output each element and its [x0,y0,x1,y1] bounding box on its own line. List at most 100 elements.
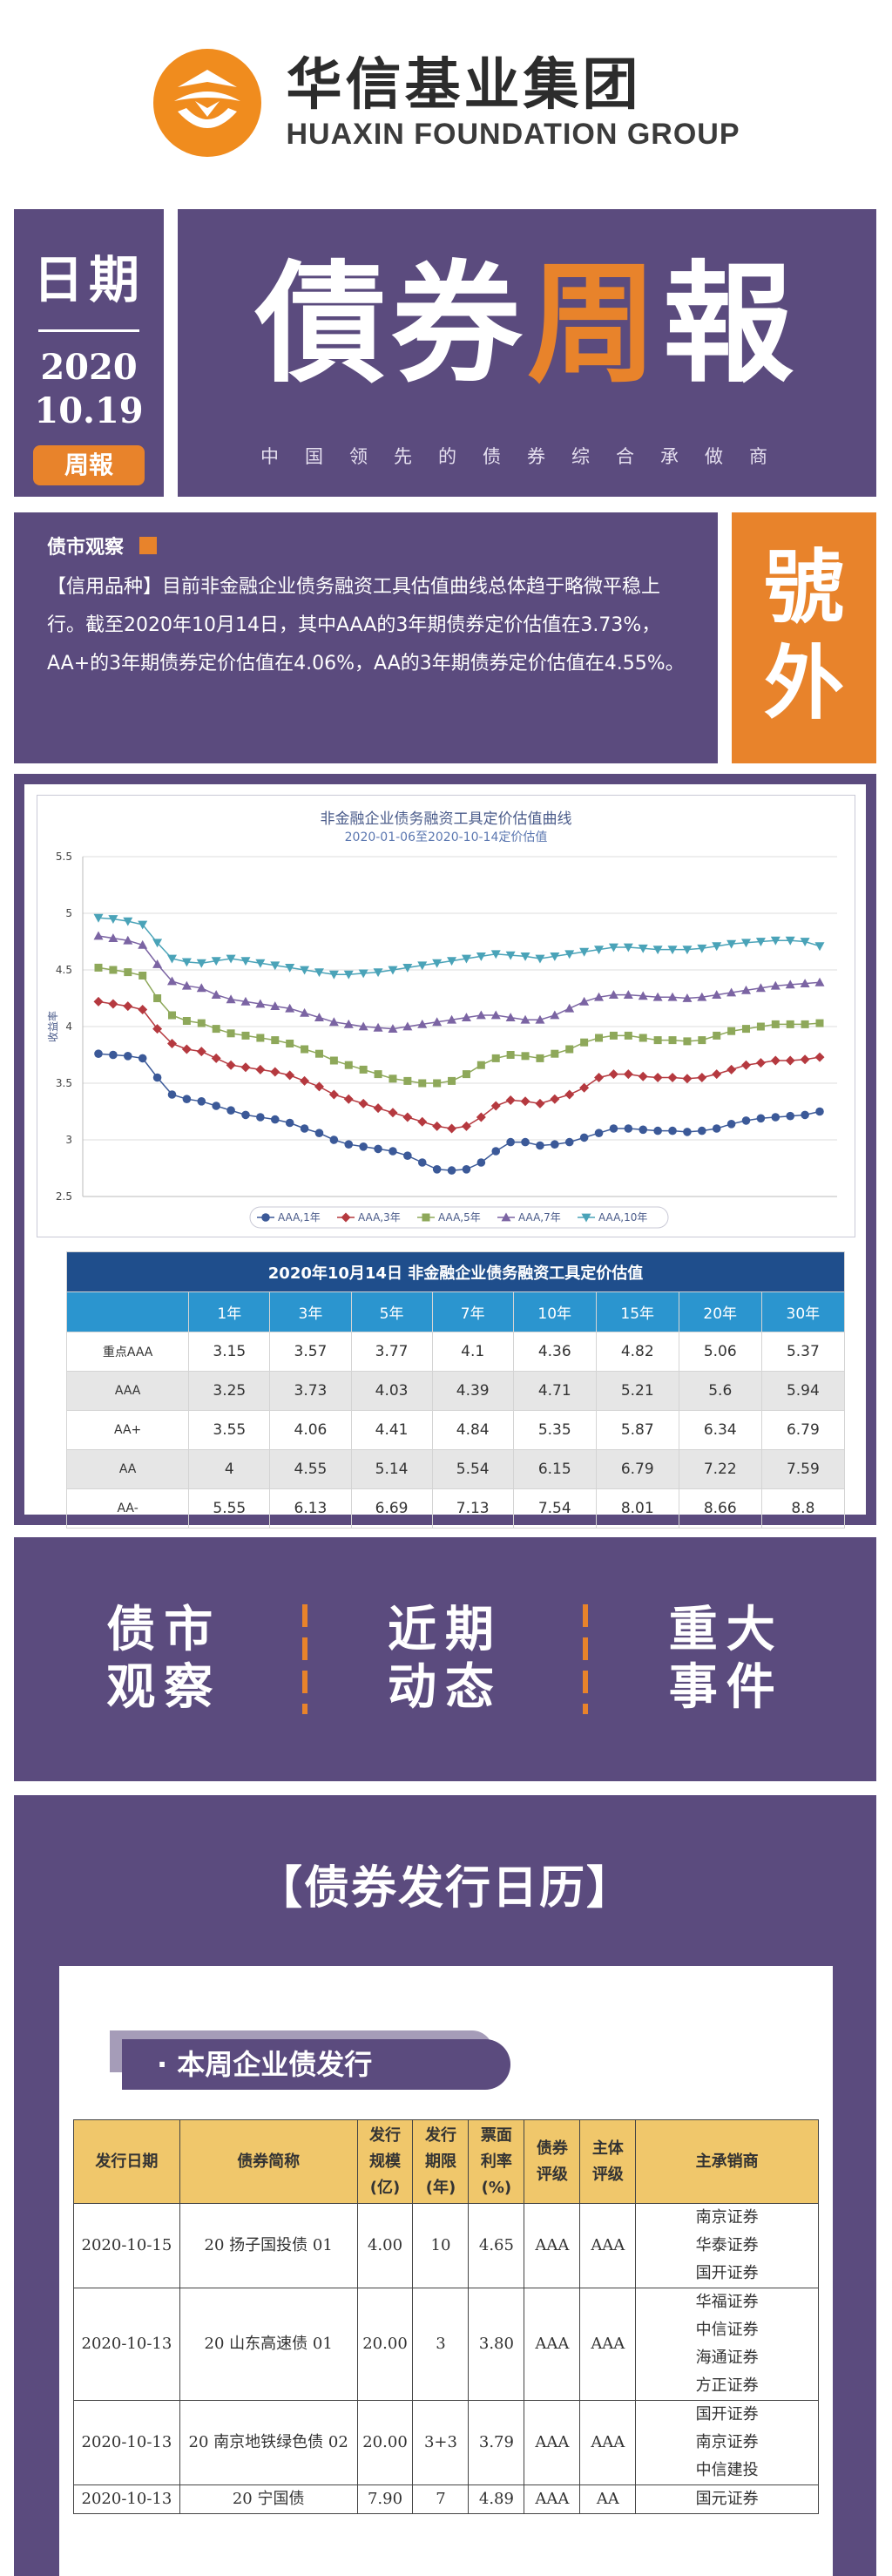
data-point [403,1151,412,1160]
menu-item-recent-news[interactable]: 近期 动态 [387,1602,503,1716]
chart-title: 非金融企业债务融资工具定价估值曲线 [321,810,572,828]
data-point [712,990,722,999]
data-point [579,1082,590,1093]
data-point [152,939,163,948]
data-point [608,1069,618,1080]
issuance-date: 2020-10-13 [73,2484,180,2514]
valuation-rating: 重点AAA [65,1332,190,1372]
data-point [270,961,280,971]
data-point [800,938,810,946]
data-point [564,950,575,959]
title-part-1: 債券 [254,247,527,401]
data-point [726,939,737,949]
data-point [476,1158,486,1167]
valuation-table-header: 1年 3年 5年 7年 10年 15年 20年 30年 [65,1291,846,1332]
data-point [256,1113,265,1122]
data-point [344,1061,353,1069]
issuance-underwriters: 南京证券 华泰证券 国开证券 [635,2203,819,2288]
data-point [432,1165,442,1174]
market-observation: 债市观察 【信用品种】目前非金融企业债务融资工具估值曲线总体趋于略微平稳上行。截… [14,512,718,763]
y-tick-label: 4 [65,1020,72,1033]
data-point [270,1115,280,1124]
data-point [166,954,177,964]
series-line [98,917,821,975]
header-date: 发行日期 [73,2119,180,2204]
underwriter-name: 国开证券 [695,2405,759,2423]
data-point [358,1021,368,1031]
issuance-term: 10 [412,2203,470,2288]
data-point [609,1031,618,1040]
y-tick-label: 5.5 [56,851,72,863]
valuation-cell: 3.73 [269,1371,352,1411]
y-tick-label: 5 [65,907,72,919]
data-point [581,1213,591,1223]
menu-item-major-events[interactable]: 重大 事件 [668,1602,784,1716]
data-point [300,1075,310,1086]
data-point [418,1079,427,1088]
menu-divider [301,1604,307,1714]
valuation-cell: 3.55 [188,1410,271,1450]
data-point [476,1010,486,1020]
data-point [667,946,678,955]
y-tick-label: 2.5 [56,1190,72,1203]
data-point [402,1112,413,1122]
data-point [667,992,678,1001]
data-point [212,1102,220,1110]
data-point [93,931,104,940]
data-point [521,1052,530,1061]
data-point [668,1126,677,1135]
brand-name-cn: 华信基业集团 [286,52,642,118]
data-point [417,1158,427,1167]
data-point [373,1103,383,1114]
data-point [712,1069,722,1080]
data-point [152,1024,163,1034]
data-point [389,1147,397,1156]
data-point [432,1121,443,1131]
data-point [389,1074,397,1083]
menu-item-market-observation[interactable]: 债市 观察 [106,1602,222,1716]
data-point [785,980,795,989]
data-point [314,1049,323,1058]
data-point [152,959,163,968]
valuation-cell: 4.84 [431,1410,514,1450]
data-point [668,1036,677,1045]
valuation-cell: 4.03 [350,1371,433,1411]
valuation-cell: 4.1 [431,1332,514,1372]
data-point [580,1038,589,1047]
data-point [535,1098,545,1108]
data-point [536,1054,544,1062]
data-point [196,959,206,968]
data-point [490,1010,501,1020]
data-point [329,1056,338,1065]
data-point [712,1124,721,1133]
issuance-underwriters: 华福证券 中信证券 海通证券 方正证券 [635,2288,819,2401]
issuance-issuer-rating: AAA [579,2288,637,2401]
valuation-row: AA- 5.55 6.13 6.69 7.13 7.54 8.01 8.66 8.8 [65,1488,846,1529]
issuance-row: 2020-10-13 20 山东高速债 01 20.00 3 3.80 AAA AAA 华福证… [73,2288,819,2401]
issuance-issuer-rating: AAA [579,2203,637,2288]
underwriter-name: 国元证券 [695,2490,759,2508]
data-point [167,1090,177,1099]
issuance-bond-rating: AAA [524,2203,581,2288]
data-point [579,996,590,1006]
valuation-cell: 8.01 [595,1488,679,1529]
valuation-term-header: 1年 [188,1291,271,1332]
data-point [108,933,118,942]
data-point [138,920,148,930]
data-point [683,1128,692,1136]
data-point [639,1125,648,1135]
data-point [652,1073,663,1082]
valuation-term-header: 5年 [350,1291,433,1332]
underwriter-name: 方正证券 [695,2376,759,2395]
series-line [98,966,821,1084]
data-point [182,1095,192,1103]
valuation-section: 非金融企业债务融资工具定价估值曲线 2020-01-06至2020-10-14定价… [14,774,876,1529]
data-point [109,966,118,974]
data-point [594,1073,605,1082]
data-point [341,1212,351,1223]
issuance-size: 4.00 [356,2203,414,2288]
data-point [240,957,251,966]
data-point [285,1003,295,1013]
data-point [505,1013,516,1021]
